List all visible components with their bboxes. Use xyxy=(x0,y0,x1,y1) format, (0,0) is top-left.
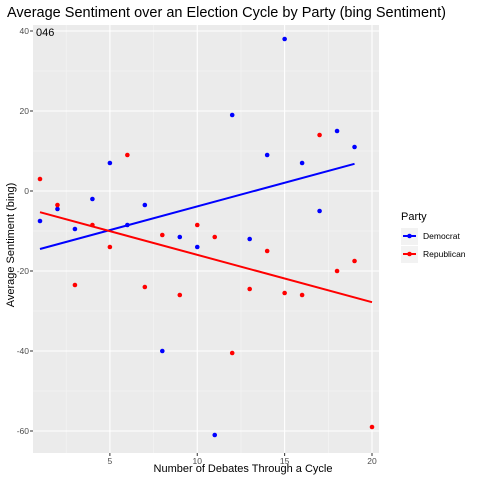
y-tick-label: -20 xyxy=(17,266,30,276)
data-point-democrat xyxy=(352,145,357,150)
data-point-republican xyxy=(55,203,60,208)
data-point-democrat xyxy=(300,161,305,166)
data-point-republican xyxy=(247,287,252,292)
plot-background xyxy=(33,25,379,453)
legend-label-republican: Republican xyxy=(423,249,466,259)
data-point-democrat xyxy=(160,349,165,354)
data-point-republican xyxy=(108,245,113,250)
y-tick-label: -60 xyxy=(17,426,30,436)
x-axis-title: Number of Debates Through a Cycle xyxy=(154,463,333,475)
data-point-republican xyxy=(177,293,182,298)
data-point-republican xyxy=(195,223,200,228)
legend: Party Democrat Republican xyxy=(401,211,466,263)
data-point-democrat xyxy=(108,161,113,166)
data-point-republican xyxy=(38,177,43,182)
data-point-democrat xyxy=(90,197,95,202)
data-point-republican xyxy=(125,153,130,158)
legend-label-democrat: Democrat xyxy=(423,231,460,241)
data-point-republican xyxy=(73,283,78,288)
data-point-democrat xyxy=(265,153,270,158)
x-tick-label: 20 xyxy=(367,456,377,466)
data-point-republican xyxy=(160,233,165,238)
data-point-democrat xyxy=(335,129,340,134)
data-point-republican xyxy=(90,223,95,228)
data-point-republican xyxy=(317,133,322,138)
data-point-democrat xyxy=(317,209,322,214)
data-point-democrat xyxy=(247,237,252,242)
plot-panel xyxy=(33,25,379,453)
data-point-republican xyxy=(352,259,357,264)
y-tick-label: 20 xyxy=(20,106,30,116)
y-axis-title: Average Sentiment (bing) xyxy=(5,183,17,308)
data-point-republican xyxy=(300,293,305,298)
data-point-republican xyxy=(230,351,235,356)
data-point-republican xyxy=(335,269,340,274)
y-axis-ticks: -60 -40 -20 0 20 40 xyxy=(17,26,33,436)
data-point-democrat xyxy=(143,203,148,208)
data-point-republican xyxy=(370,425,375,430)
x-tick-label: 5 xyxy=(108,456,113,466)
data-point-republican xyxy=(282,291,287,296)
legend-title: Party xyxy=(401,211,427,223)
data-point-democrat xyxy=(282,37,287,42)
data-point-republican xyxy=(143,285,148,290)
data-point-republican xyxy=(212,235,217,240)
legend-key-point xyxy=(407,252,412,257)
data-point-democrat xyxy=(55,207,60,212)
legend-key-point xyxy=(407,234,412,239)
y-tick-label: 0 xyxy=(24,186,29,196)
y-tick-label: -40 xyxy=(17,346,30,356)
data-point-democrat xyxy=(212,433,217,438)
legend-keys: Democrat Republican xyxy=(401,228,466,263)
data-point-democrat xyxy=(177,235,182,240)
data-point-democrat xyxy=(195,245,200,250)
plot-annotation: 046 xyxy=(36,27,54,39)
data-point-democrat xyxy=(230,113,235,118)
data-point-democrat xyxy=(125,223,130,228)
y-tick-label: 40 xyxy=(20,26,30,36)
data-point-republican xyxy=(265,249,270,254)
data-point-democrat xyxy=(73,227,78,232)
data-point-democrat xyxy=(38,219,43,224)
chart-title: Average Sentiment over an Election Cycle… xyxy=(7,5,446,21)
